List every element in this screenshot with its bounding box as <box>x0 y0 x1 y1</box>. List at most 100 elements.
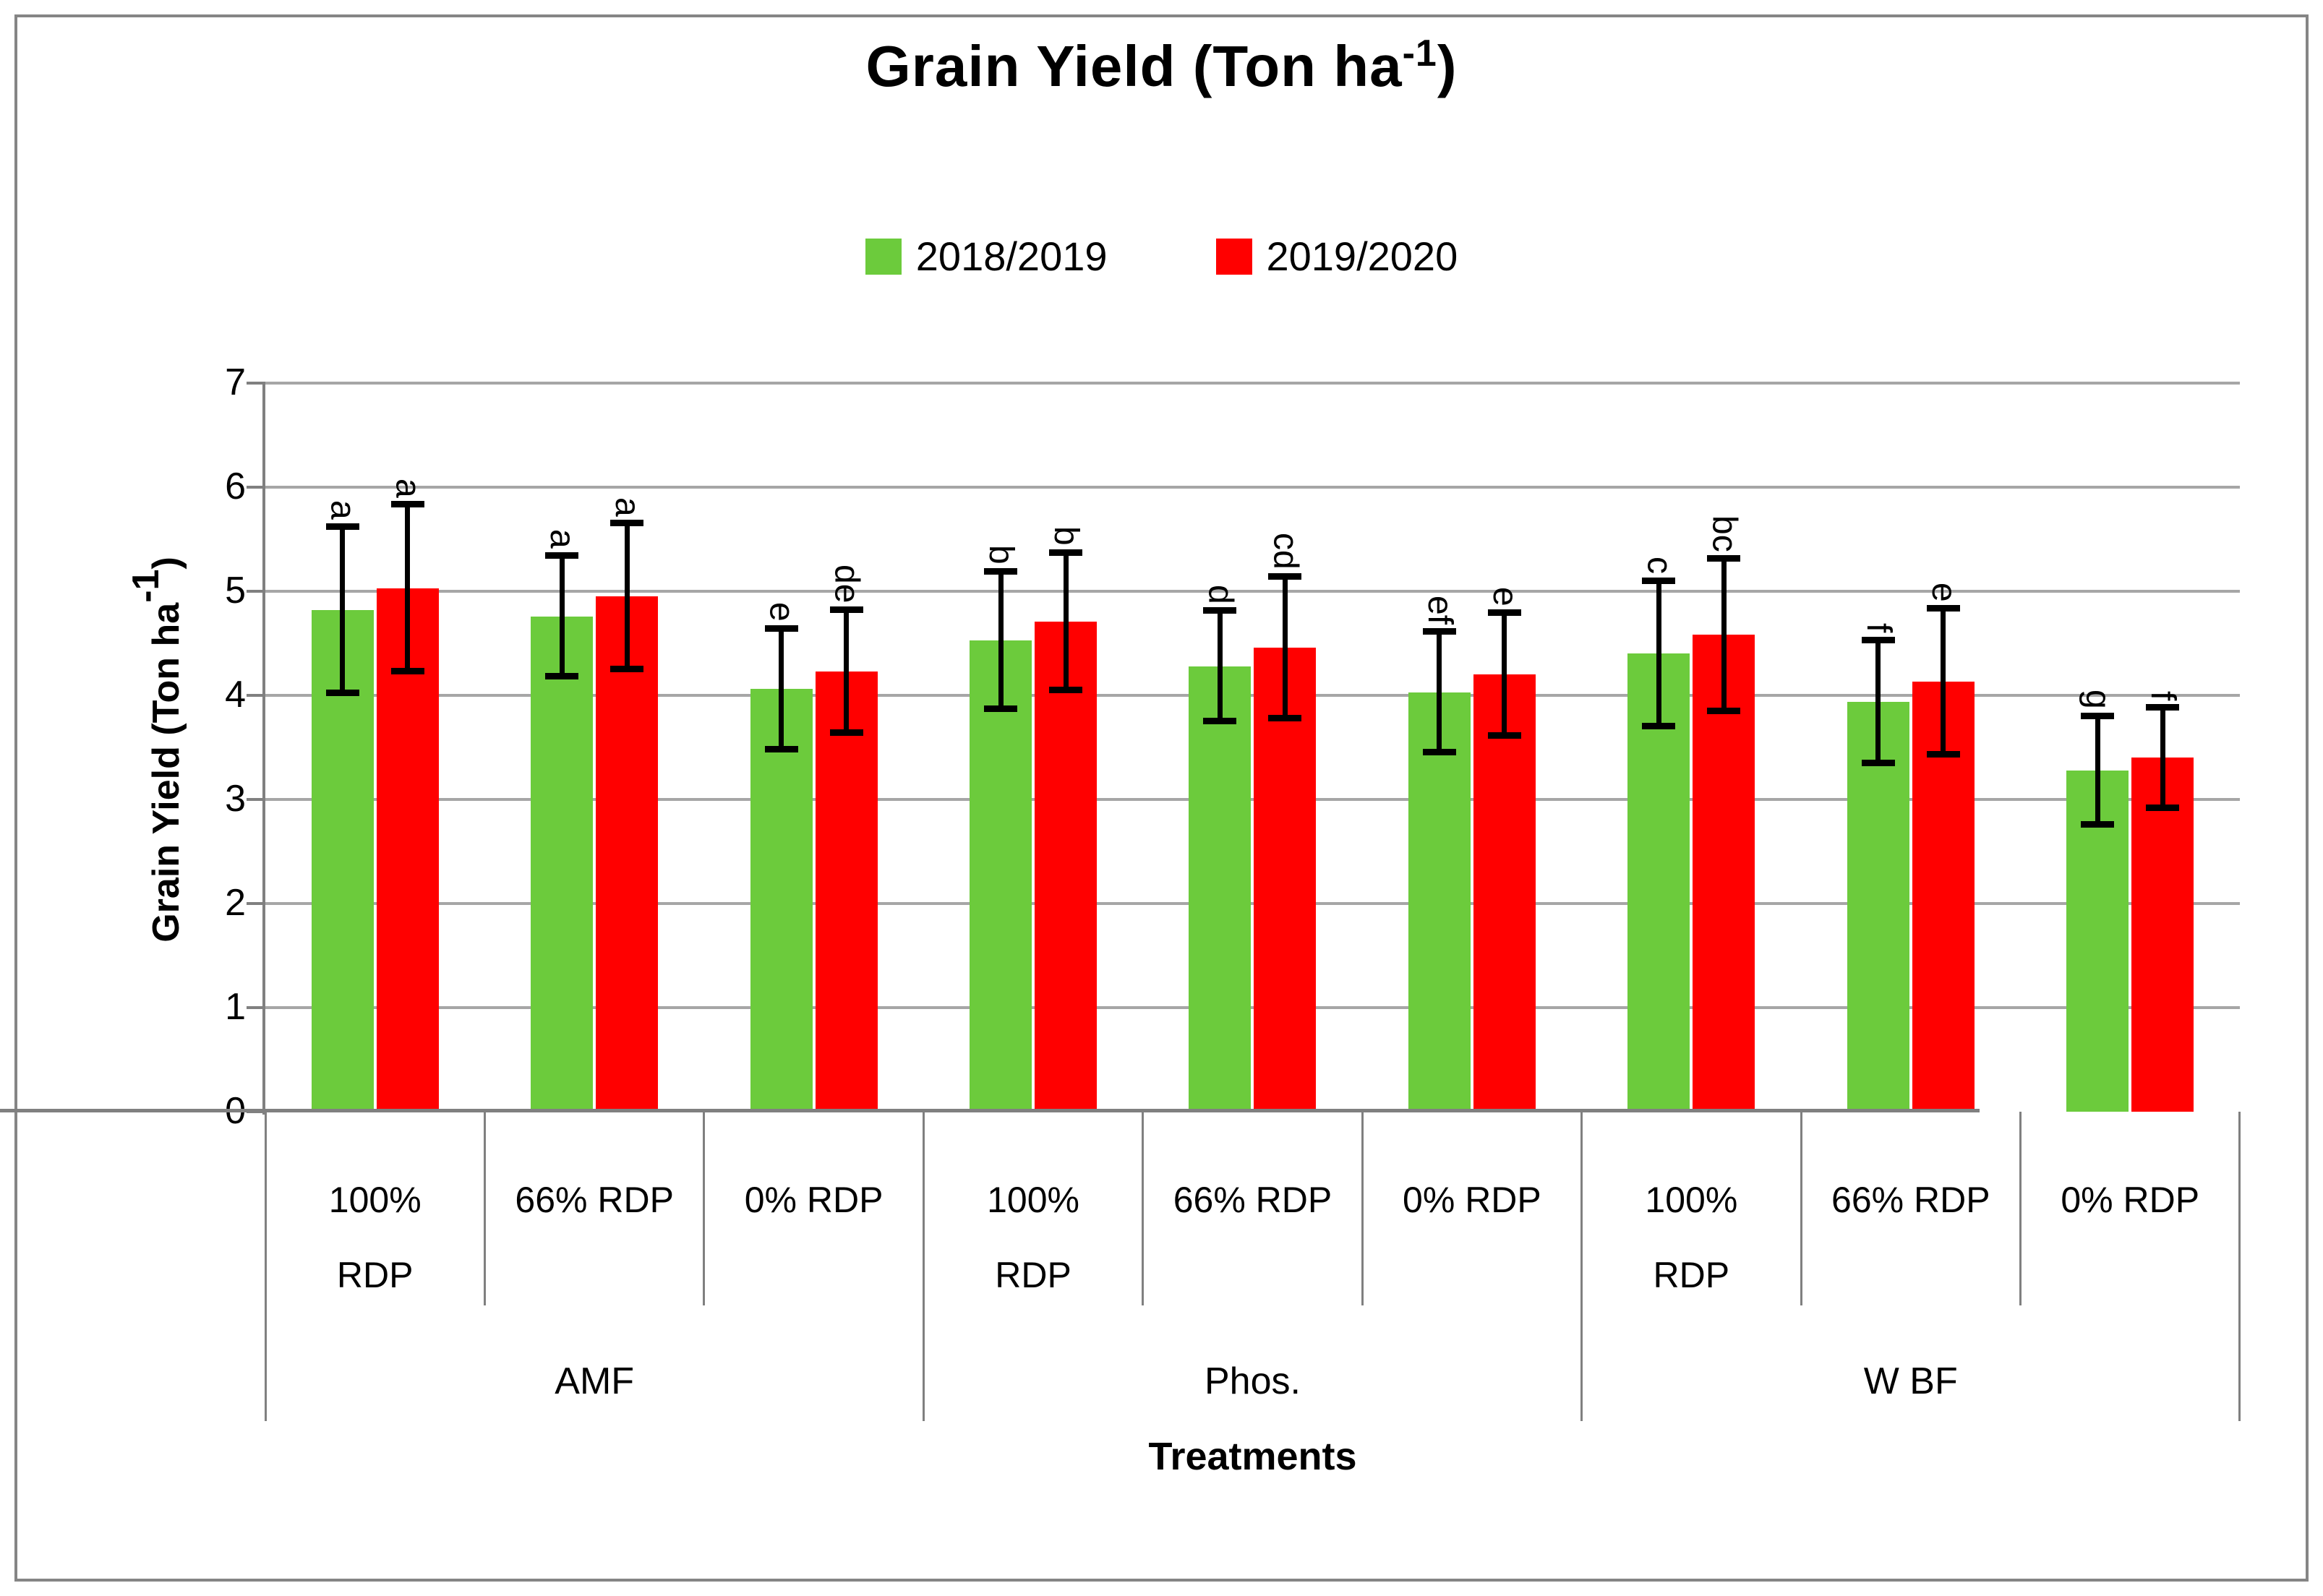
error-bar-cap-top <box>764 625 798 632</box>
gridline <box>265 798 2240 801</box>
error-bar <box>1437 632 1442 753</box>
error-bar-cap-top <box>325 523 359 530</box>
error-bar-cap-top <box>1203 607 1237 614</box>
category-label: 0% RDP <box>2021 1162 2240 1237</box>
significance-letter: a <box>323 500 362 520</box>
error-bar <box>1875 640 1881 763</box>
y-tick-mark <box>247 382 265 385</box>
bar-2018-2019-7 <box>1847 701 1909 1112</box>
bar-2019-2020-1 <box>596 596 659 1112</box>
category-separator <box>2019 1112 2022 1305</box>
error-bar-cap-top <box>829 606 863 613</box>
error-bar-cap-bottom <box>1642 723 1676 730</box>
bar-2019-2020-4 <box>1254 647 1317 1112</box>
error-bar-cap-top <box>545 552 579 559</box>
significance-letter: ef <box>1420 596 1459 625</box>
significance-letter: f <box>1859 623 1898 633</box>
category-separator <box>703 1112 706 1305</box>
error-bar <box>2095 716 2100 825</box>
error-bar-cap-top <box>1268 572 1302 580</box>
significance-letter: bc <box>1705 515 1744 552</box>
bar-2018-2019-3 <box>970 640 1032 1112</box>
group-separator <box>264 1112 267 1421</box>
category-label-text: 66% RDP <box>1173 1180 1332 1220</box>
error-bar-cap-bottom <box>2146 804 2180 811</box>
error-bar-cap-bottom <box>325 690 359 697</box>
error-bar <box>1941 609 1946 755</box>
error-bar <box>405 505 411 672</box>
error-bar <box>1217 611 1223 721</box>
gridline <box>265 590 2240 593</box>
legend-swatch-green-icon <box>865 238 902 275</box>
y-tick-mark <box>247 798 265 801</box>
group-separator <box>922 1112 925 1421</box>
gridline <box>265 382 2240 385</box>
y-tick-label: 2 <box>225 882 246 924</box>
category-label: 100% RDP <box>1582 1162 1801 1313</box>
error-bar-cap-bottom <box>545 673 579 680</box>
error-bar-cap-bottom <box>1926 751 1960 758</box>
category-label: 100% RDP <box>923 1162 1142 1313</box>
legend: 2018/2019 2019/2020 <box>0 233 2323 280</box>
category-label-text: 0% RDP <box>744 1180 884 1220</box>
error-bar-cap-bottom <box>1861 759 1895 766</box>
category-label: 66% RDP <box>484 1162 703 1237</box>
x-axis-title: Treatments <box>1148 1435 1357 1478</box>
y-tick-mark <box>247 902 265 905</box>
error-bar <box>1656 580 1661 727</box>
error-bar <box>998 571 1004 709</box>
error-bar-cap-bottom <box>1422 749 1456 756</box>
legend-item-2018-2019: 2018/2019 <box>865 233 1108 280</box>
significance-letter: b <box>1047 526 1086 546</box>
error-bar <box>844 609 850 733</box>
error-bar-cap-bottom <box>390 667 424 674</box>
legend-label-2019-2020: 2019/2020 <box>1266 233 1458 279</box>
significance-letter: d <box>1201 584 1240 604</box>
gridline <box>265 1006 2240 1009</box>
error-bar <box>1721 559 1727 711</box>
error-bar-cap-top <box>1487 609 1521 617</box>
significance-letter: g <box>2079 690 2118 709</box>
bar-2019-2020-6 <box>1693 635 1755 1112</box>
bar-2018-2019-4 <box>1189 666 1252 1112</box>
significance-letter: a <box>608 497 647 517</box>
chart-title-superscript: -1 <box>1402 33 1437 74</box>
chart-title-text: Grain Yield (Ton ha <box>865 34 1403 98</box>
y-tick-label: 3 <box>225 778 246 820</box>
group-separator <box>1580 1112 1583 1421</box>
error-bar-cap-top <box>1049 549 1083 556</box>
bar-2018-2019-1 <box>531 616 594 1112</box>
error-bar-cap-top <box>1926 605 1960 612</box>
error-bar-cap-bottom <box>1268 714 1302 721</box>
bar-2019-2020-5 <box>1473 674 1536 1112</box>
significance-letter: de <box>827 564 866 603</box>
category-label-text: 100% RDP <box>1645 1180 1738 1295</box>
error-bar-cap-top <box>2146 704 2180 711</box>
group-label-AMF: AMF <box>555 1360 635 1402</box>
category-label: 0% RDP <box>704 1162 923 1237</box>
error-bar-cap-top <box>1642 577 1676 584</box>
y-tick-label: 5 <box>225 570 246 612</box>
error-bar <box>559 556 565 677</box>
error-bar-cap-bottom <box>610 666 644 672</box>
gridline <box>265 486 2240 489</box>
group-label-Phos-: Phos. <box>1204 1360 1301 1402</box>
category-label-text: 66% RDP <box>1831 1180 1990 1220</box>
y-tick-label: 4 <box>225 674 246 716</box>
y-tick-mark <box>247 1006 265 1009</box>
category-label: 66% RDP <box>1143 1162 1362 1237</box>
significance-letter: a <box>543 529 582 549</box>
error-bar-cap-top <box>2081 712 2115 719</box>
significance-letter: f <box>2144 690 2183 701</box>
error-bar <box>340 526 346 694</box>
error-bar-cap-bottom <box>764 745 798 752</box>
plot-area: a a e b d ef c f g a a de b cd e bc e f <box>265 382 2240 1112</box>
significance-letter: e <box>1924 582 1963 602</box>
legend-item-2019-2020: 2019/2020 <box>1215 233 1458 280</box>
category-separator <box>1142 1112 1145 1305</box>
error-bar-cap-top <box>1861 636 1895 643</box>
bar-2019-2020-3 <box>1035 621 1098 1112</box>
category-label: 0% RDP <box>1362 1162 1581 1237</box>
error-bar-cap-bottom <box>984 705 1018 712</box>
category-separator <box>1800 1112 1802 1305</box>
